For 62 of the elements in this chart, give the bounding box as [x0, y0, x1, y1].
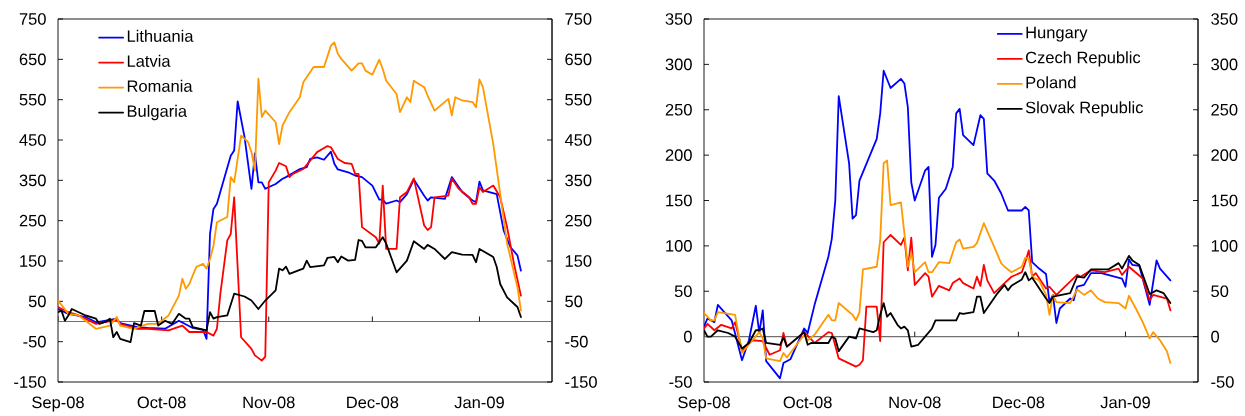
y2-tick-label: 300	[665, 58, 692, 71]
y2-tick-label: 50	[674, 285, 692, 298]
y-tick-label: -50	[1211, 376, 1234, 388]
y2-tick-label: 100	[666, 240, 692, 252]
y2-tick-label: 200	[665, 149, 692, 161]
legend-label: Slovak Republic	[1025, 101, 1143, 117]
legend-label: Poland	[1026, 76, 1076, 89]
line-series	[58, 145, 522, 362]
x-tick-label: Jan-09	[454, 396, 504, 409]
x-tick-label: Dec-08	[993, 396, 1045, 409]
y2-tick-label: 650	[565, 53, 592, 66]
y2-tick-label: 250	[565, 214, 592, 227]
y-tick-label: 250	[1211, 103, 1238, 116]
y-tick-label: -150	[14, 376, 46, 388]
y2-tick-label: -50	[669, 376, 692, 388]
y-tick-label: 50	[28, 295, 46, 308]
y-tick-label: 350	[1211, 13, 1238, 25]
y2-tick-label: 350	[565, 174, 592, 187]
y-tick-label: 750	[19, 13, 46, 25]
legend-label: Lithuania	[127, 29, 194, 42]
y-tick-label: 650	[19, 53, 46, 66]
y-tick-label: 550	[19, 93, 46, 106]
line-series	[704, 234, 1172, 368]
legend-label: Latvia	[127, 54, 171, 67]
y-tick-label: 150	[20, 255, 46, 267]
y2-tick-label: 0	[683, 330, 692, 343]
y-tick-label: 0	[1211, 330, 1220, 343]
y2-tick-label: 50	[565, 295, 583, 308]
y2-tick-label: 150	[565, 255, 592, 267]
y-tick-label: 450	[19, 134, 46, 146]
line-series	[58, 41, 522, 330]
x-tick-label: Dec-08	[347, 396, 399, 409]
x-tick-label: Sep-08	[32, 396, 84, 412]
x-tick-label: Oct-08	[783, 396, 832, 409]
y2-tick-label: -150	[565, 376, 597, 388]
line-series	[704, 159, 1172, 364]
legend-label: Romania	[127, 79, 193, 92]
line-series	[58, 100, 522, 340]
y2-tick-label: -50	[565, 335, 588, 348]
y2-tick-label: 350	[665, 13, 692, 25]
y-tick-label: 150	[1211, 194, 1238, 207]
y2-tick-label: 150	[666, 194, 692, 207]
y-tick-label: -50	[23, 335, 46, 348]
y2-tick-label: 750	[565, 13, 592, 25]
line-series	[704, 69, 1172, 380]
y2-tick-label: 250	[665, 103, 692, 116]
x-tick-label: Sep-08	[678, 396, 730, 412]
y2-tick-label: 550	[565, 93, 592, 106]
y-tick-label: 100	[1211, 240, 1238, 252]
y2-tick-label: 450	[564, 134, 592, 146]
x-tick-label: Oct-08	[137, 396, 186, 409]
legend-label: Czech Republic	[1025, 51, 1141, 67]
y-tick-label: 200	[1211, 149, 1238, 161]
y-tick-label: 50	[1211, 285, 1229, 298]
x-tick-label: Nov-08	[889, 396, 941, 409]
y-tick-label: 300	[1211, 58, 1238, 71]
x-tick-label: Nov-08	[243, 396, 295, 409]
y-tick-label: 250	[19, 214, 46, 227]
x-tick-label: Jan-09	[1100, 396, 1150, 409]
legend-label: Bulgaria	[127, 104, 188, 121]
y-tick-label: 350	[19, 174, 46, 187]
legend-label: Hungary	[1026, 26, 1088, 42]
